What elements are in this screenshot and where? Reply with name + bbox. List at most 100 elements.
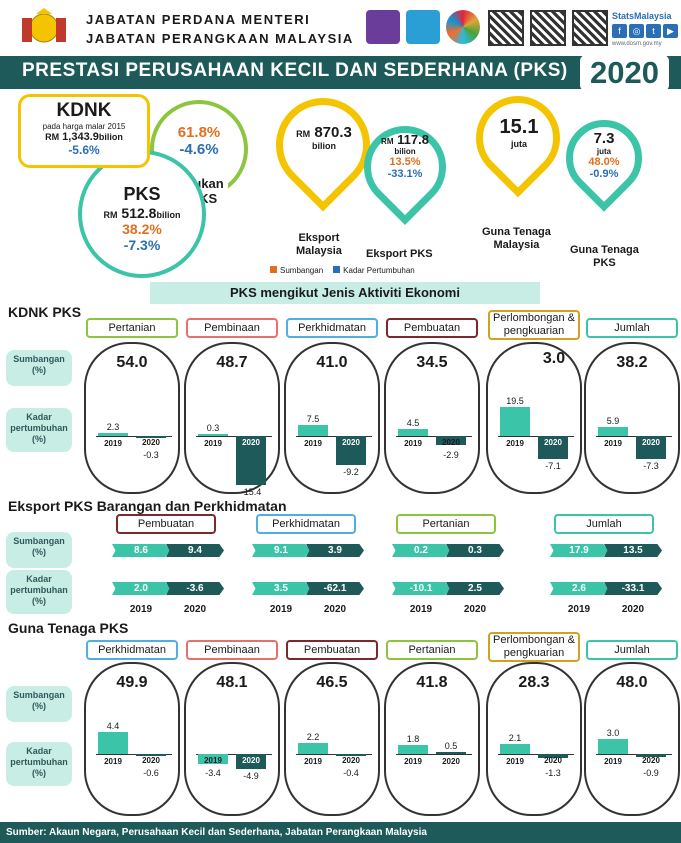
year-label-2020: 2020	[342, 438, 360, 447]
eksport-category-2: Pertanian	[396, 514, 496, 534]
year-label-2020: 2020	[544, 438, 562, 447]
value-label-2019: 7.5	[306, 413, 320, 424]
year-label-2019: 2019	[404, 439, 422, 448]
qr-code-icon	[488, 10, 524, 46]
bar-2019	[298, 424, 328, 436]
bar-2020	[436, 436, 466, 446]
pks-title: PKS	[123, 184, 161, 204]
value-label-2019: -3.4	[205, 768, 221, 778]
website-url[interactable]: www.dosm.gov.my	[612, 41, 662, 47]
twitter-icon[interactable]: t	[646, 24, 661, 38]
year-label-2019: 2019	[304, 757, 322, 766]
category-pill-4: 3.0 19.5 2019 -7.1 2020	[486, 342, 582, 494]
value-label-2019: 19.5	[506, 395, 524, 406]
value-label-2020: -4.9	[243, 770, 259, 781]
share-value-3: 34.5	[416, 354, 448, 371]
row-label-kadar: Kadar pertumbuhan (%)	[6, 742, 72, 786]
eksport-year-2020: 2020	[463, 604, 487, 615]
eksport-chevron-s2020: 3.9	[306, 544, 364, 557]
category-5: Jumlah	[586, 640, 678, 660]
value-label-2020: -9.2	[343, 467, 359, 478]
bar-2020	[136, 436, 166, 438]
value-label-2020: -0.9	[643, 768, 659, 778]
share-value-5: 48.0	[616, 674, 648, 691]
year-label-2019: 2019	[204, 756, 222, 765]
facebook-icon[interactable]: f	[612, 24, 627, 38]
header: JABATAN PERDANA MENTERI JABATAN PERANGKA…	[0, 0, 681, 52]
social-icons: f ◎ t ▶	[612, 24, 678, 38]
eksport-pks-label: Eksport PKS	[366, 248, 433, 260]
share-value-2: 46.5	[316, 674, 348, 691]
value-label-2019: 2.2	[306, 732, 320, 742]
category-1: Pembinaan	[186, 318, 278, 338]
baseline	[498, 436, 574, 437]
eksport-year-2020: 2020	[621, 604, 645, 615]
year-label-2020: 2020	[442, 438, 460, 447]
year-label-2020: 2020	[544, 756, 562, 765]
eksport-chevron-s2020: 13.5	[604, 544, 662, 557]
eksport-chevron-k2019: 2.0	[112, 582, 170, 595]
eksport-chevron-k2019: -10.1	[392, 582, 450, 595]
value-label-2019: 5.9	[606, 416, 620, 427]
guna-malaysia-value: 15.1 juta	[499, 116, 539, 149]
eksport-chevron-k2020: -33.1	[604, 582, 662, 595]
eksport-chevron-s2019: 8.6	[112, 544, 170, 557]
eksport-chevron-k2020: -3.6	[166, 582, 224, 595]
eksport-category-1: Perkhidmatan	[256, 514, 356, 534]
value-label-2020: -7.3	[643, 461, 659, 472]
category-3: Pembuatan	[386, 318, 478, 338]
eksport-title: Eksport PKS Barangan dan Perkhidmatan	[8, 498, 287, 514]
pks-circle: PKS RM 512.8bilion 38.2% -7.3%	[78, 150, 206, 278]
category-3: Pertanian	[386, 640, 478, 660]
category-2: Perkhidmatan	[286, 318, 378, 338]
eksport-chevron-k2020: -62.1	[306, 582, 364, 595]
row-label-sumbangan: Sumbangan (%)	[6, 532, 72, 568]
value-label-2019: 2.3	[106, 421, 120, 432]
value-label-2020: -15.4	[240, 487, 262, 498]
share-value-0: 54.0	[116, 354, 148, 371]
bar-2019	[98, 432, 128, 436]
brand-name: StatsMalaysia	[612, 11, 672, 21]
value-label-2019: 1.8	[406, 734, 420, 744]
youtube-icon[interactable]: ▶	[663, 24, 678, 38]
bar-2019	[598, 739, 628, 754]
value-label-2019: 2.1	[508, 732, 522, 743]
row-label-kadar: Kadar pertumbuhan (%)	[6, 570, 72, 614]
eksport-year-2019: 2019	[129, 604, 153, 615]
share-value-1: 48.7	[216, 354, 248, 371]
legend-sumbangan: Sumbangan	[270, 266, 323, 275]
eksport-year-2020: 2020	[323, 604, 347, 615]
bar-2019	[398, 429, 428, 436]
bar-2019	[198, 434, 228, 436]
year-label-2019: 2019	[604, 757, 622, 766]
eksport-chevron-s2020: 0.3	[446, 544, 504, 557]
baseline	[196, 754, 272, 755]
value-label-2020: -2.9	[443, 450, 459, 460]
category-4: Perlombongan & pengkuarian	[488, 310, 580, 340]
source-footer: Sumber: Akaun Negara, Perusahaan Kecil d…	[0, 822, 681, 843]
kdnk-subtitle: pada harga malar 2015	[42, 122, 126, 131]
instagram-icon[interactable]: ◎	[629, 24, 644, 38]
kdnk-value: RM 1,343.9bilion	[45, 131, 123, 143]
share-value-4: 3.0	[542, 350, 566, 367]
eksport-chevron-k2019: 2.6	[550, 582, 608, 595]
share-value-3: 41.8	[416, 674, 448, 691]
year-label-2020: 2020	[142, 438, 160, 447]
bar-2019	[298, 743, 328, 754]
eksport-malaysia-label: Eksport Malaysia	[296, 232, 342, 257]
share-value-4: 28.3	[518, 674, 550, 691]
eksport-year-2019: 2019	[409, 604, 433, 615]
value-label-2020: -0.4	[343, 768, 359, 778]
kdnk-growth: -5.6%	[68, 143, 100, 157]
baseline	[596, 436, 672, 437]
category-pill-0: 54.0 2.3 2019 -0.3 2020	[84, 342, 180, 494]
bar-2020	[336, 436, 366, 466]
value-label-2020: -0.6	[143, 768, 159, 778]
event-logo-icon	[366, 10, 400, 44]
baseline	[596, 754, 672, 755]
baseline	[296, 436, 372, 437]
row-label-sumbangan: Sumbangan (%)	[6, 686, 72, 722]
eksport-chevron-s2019: 9.1	[252, 544, 310, 557]
year-label-2019: 2019	[506, 439, 524, 448]
year-label-2019: 2019	[204, 439, 222, 448]
